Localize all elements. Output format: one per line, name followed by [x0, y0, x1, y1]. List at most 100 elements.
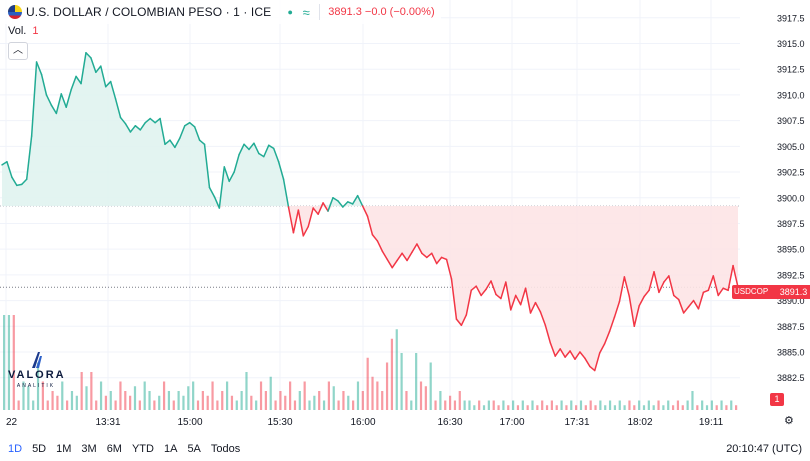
gear-icon[interactable]: ⚙: [784, 415, 794, 427]
price-segment: [317, 202, 324, 215]
volume-bar: [608, 400, 612, 410]
price-segment: [401, 252, 408, 262]
last-price-badge: 3891.3: [777, 285, 810, 299]
price-segment: [114, 98, 122, 119]
volume-bar: [681, 405, 684, 410]
price-segment: [692, 299, 700, 310]
y-tick-label: 3892.5: [777, 270, 805, 280]
flag-icon: [8, 5, 22, 19]
price-segment: [337, 200, 344, 208]
price-segment: [40, 73, 48, 96]
price-segment: [673, 294, 680, 301]
price-segment: [218, 166, 226, 209]
volume-bar: [129, 395, 132, 410]
volume-bar: [376, 381, 379, 410]
volume-bar: [599, 400, 602, 410]
volume-bar: [623, 405, 626, 410]
price-segment: [633, 304, 640, 328]
price-segment: [287, 206, 295, 234]
price-segment: [356, 194, 364, 207]
price-segment: [366, 215, 374, 236]
price-change: 3891.3 −0.0 (−0.00%): [328, 6, 435, 18]
volume-bar: [182, 395, 185, 410]
volume-bar: [313, 395, 316, 410]
volume-bar: [22, 381, 25, 410]
volume-bar: [61, 381, 64, 410]
volume-bar: [85, 386, 88, 410]
volume-bar: [3, 315, 6, 410]
x-tick-label: 16:30: [437, 417, 462, 428]
price-segment: [470, 285, 477, 292]
volume-bar: [124, 391, 127, 410]
volume-bar: [463, 400, 466, 410]
volume-bar: [570, 400, 573, 410]
price-segment: [124, 122, 132, 133]
volume-bar: [337, 400, 340, 410]
utc-clock[interactable]: 20:10:47 (UTC): [726, 443, 802, 455]
volume-bar: [613, 405, 617, 410]
timeframe-1a[interactable]: 1A: [163, 442, 178, 455]
volume-bar: [56, 395, 59, 410]
timeframe-5a[interactable]: 5A: [187, 442, 201, 455]
volume-bar: [66, 400, 69, 410]
volume-bar: [487, 400, 490, 410]
volume-bar: [633, 405, 636, 410]
price-segment: [272, 147, 280, 163]
x-tick-label: 17:00: [499, 417, 524, 428]
price-segment: [45, 94, 53, 106]
price-segment: [594, 352, 601, 372]
timeframe-ytd[interactable]: YTD: [131, 442, 154, 455]
y-tick-label: 3887.5: [777, 322, 805, 332]
timeframe-1m[interactable]: 1M: [56, 442, 72, 455]
volume-bar: [255, 400, 258, 410]
volume-bar: [424, 386, 427, 410]
chevron-up-icon[interactable]: ︿: [8, 42, 28, 60]
volume-bar: [642, 405, 646, 410]
volume-bar: [36, 362, 40, 410]
volume-bar: [502, 400, 505, 410]
price-segment: [539, 311, 547, 327]
volume-bar: [104, 395, 108, 410]
price-segment: [85, 51, 92, 59]
volume-bar: [259, 381, 263, 410]
volume-bar: [201, 391, 204, 410]
symbol-title[interactable]: U.S. DOLLAR / COLOMBIAN PESO · 1 · ICE: [26, 5, 272, 19]
volume-bar: [51, 391, 54, 410]
y-tick-label: 3907.5: [777, 116, 805, 126]
price-segment: [475, 285, 482, 297]
x-tick-label: 17:31: [564, 417, 589, 428]
volume-bar: [75, 395, 78, 410]
price-segment: [564, 350, 571, 358]
price-segment: [60, 93, 67, 109]
price-segment: [490, 280, 497, 296]
price-segment: [164, 139, 171, 146]
volume-bar: [458, 391, 461, 410]
price-segment: [455, 318, 463, 327]
price-segment: [95, 65, 102, 74]
volume-bar: [284, 395, 287, 410]
volume-bar: [172, 400, 175, 410]
timeframe-todos[interactable]: Todos: [210, 442, 241, 455]
price-segment: [371, 234, 379, 242]
timeframe-5d[interactable]: 5D: [32, 442, 47, 455]
approx-wave-icon[interactable]: ≈: [302, 4, 310, 20]
price-segment: [510, 294, 517, 311]
volume-bar: [109, 391, 112, 410]
volume-bar: [439, 391, 442, 410]
volume-bar: [652, 405, 655, 410]
volume-bar: [715, 405, 718, 410]
timeframe-6m[interactable]: 6M: [106, 442, 122, 455]
price-segment: [248, 142, 255, 151]
timeframe-3m[interactable]: 3M: [81, 442, 97, 455]
timeframe-1d[interactable]: 1D: [8, 442, 23, 455]
volume-value: 1: [32, 25, 39, 37]
price-line: [1, 51, 739, 372]
volume-bar: [594, 405, 597, 410]
price-segment: [361, 205, 369, 218]
price-segment: [307, 207, 314, 228]
price-segment: [618, 276, 626, 303]
volume-bar: [473, 405, 476, 410]
market-open-dot-icon[interactable]: ●: [287, 7, 293, 17]
price-segment: [129, 125, 137, 133]
